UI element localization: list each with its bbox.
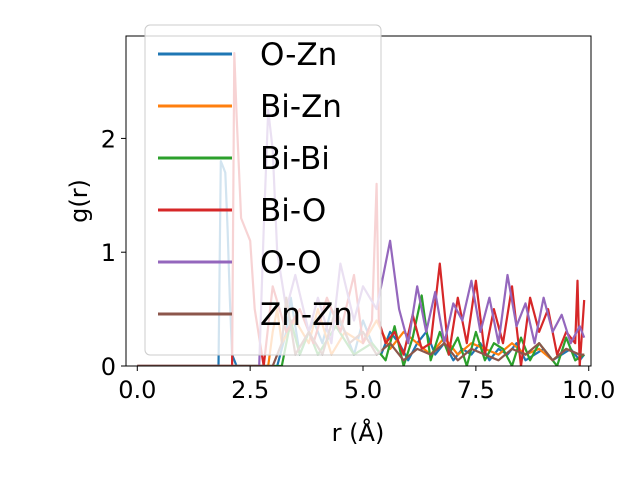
y-tick-label: 1 [101,239,116,267]
legend-label-bi-bi: Bi-Bi [260,141,330,177]
legend-label-o-zn: O-Zn [260,37,337,73]
legend: O-Zn Bi-Zn Bi-Bi Bi-O O-O Zn-Zn [144,24,382,356]
legend-label-bi-zn: Bi-Zn [260,89,342,125]
y-tick-label: 0 [101,353,116,381]
y-axis-ticks: 0 1 2 [101,125,126,381]
x-axis-label: r (Å) [332,418,385,447]
x-tick-label: 7.5 [457,376,495,404]
y-tick-label: 2 [101,125,116,153]
x-tick-label: 0.0 [118,376,156,404]
x-tick-label: 10.0 [562,376,615,404]
legend-label-zn-zn: Zn-Zn [260,297,353,333]
x-tick-label: 2.5 [231,376,269,404]
legend-label-bi-o: Bi-O [260,193,326,229]
x-axis-ticks: 0.0 2.5 5.0 7.5 10.0 [118,366,615,404]
legend-label-o-o: O-O [260,245,322,281]
y-axis-label: g(r) [65,179,93,223]
x-tick-label: 5.0 [344,376,382,404]
